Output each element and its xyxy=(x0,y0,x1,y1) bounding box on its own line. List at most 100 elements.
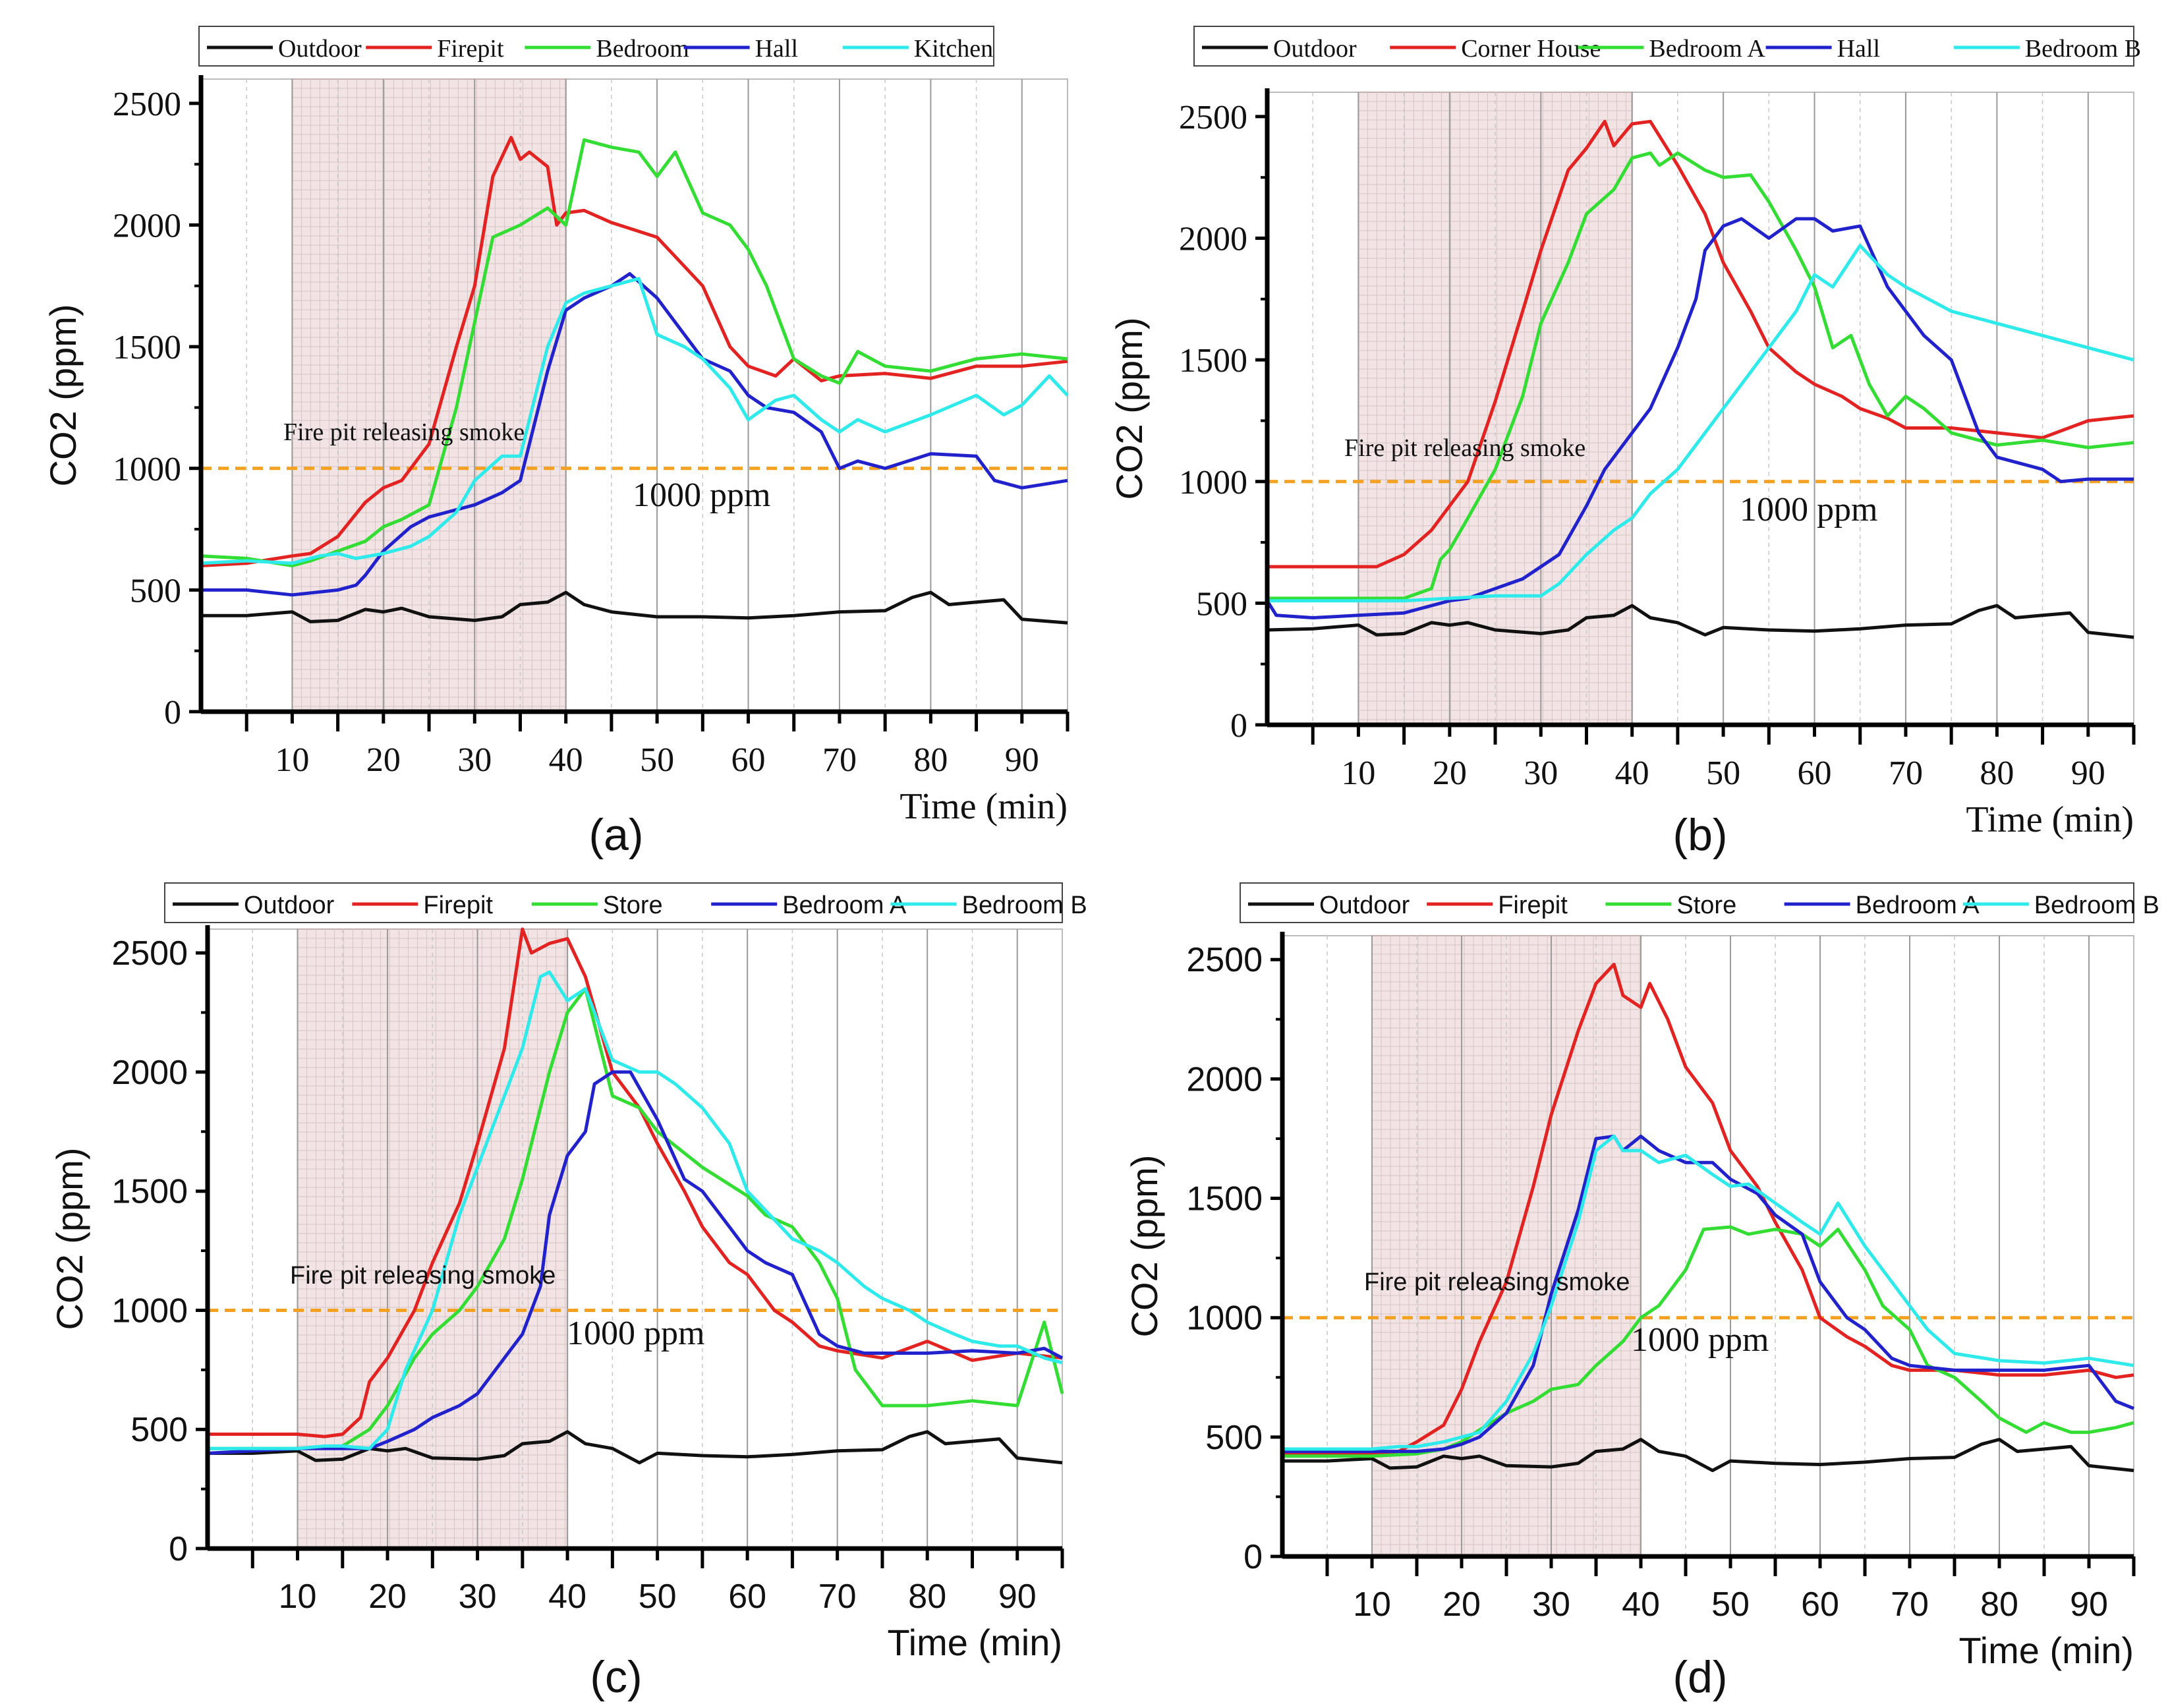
y-tick-label: 2500 xyxy=(111,934,188,973)
panel-d-chart: 0 500 1000 1500 2000 2500 10 20 30 40 50 60 70 80 90 Ti… xyxy=(1124,882,2159,1671)
panel-b-chart: 0 500 1000 1500 2000 2500 10 20 30 40 50 60 70 80 90 Ti… xyxy=(1108,26,2141,840)
x-tick-label: 90 xyxy=(998,1578,1037,1616)
y-tick-label: 2500 xyxy=(1179,99,1247,136)
legend-label-bedroom-b: Bedroom B xyxy=(962,892,1087,919)
y-tick-label: 2000 xyxy=(1186,1060,1263,1098)
legend: Outdoor Corner House Bedroom A Hall Bedroom … xyxy=(1193,26,2141,67)
vertical-grid xyxy=(246,79,1023,712)
x-tick-label: 40 xyxy=(548,1578,586,1616)
legend-label-hall: Hall xyxy=(1837,35,1880,63)
x-axis-title: Time (min) xyxy=(888,1622,1062,1663)
legend-label-bedroom-b: Bedroom B xyxy=(2034,892,2159,919)
x-tick-label: 80 xyxy=(1980,1585,2018,1624)
x-tick-label: 80 xyxy=(1980,754,2014,792)
y-tick-label: 500 xyxy=(1205,1419,1263,1457)
series-line-outdoor xyxy=(1282,1438,2134,1473)
series-line-kitchen xyxy=(200,277,1069,565)
y-tick-label: 2000 xyxy=(111,1054,188,1092)
y-tick-label: 0 xyxy=(169,1530,188,1568)
legend-label-bedroom-a: Bedroom A xyxy=(782,892,907,919)
x-tick-label: 20 xyxy=(366,741,401,779)
y-tick-label: 1500 xyxy=(1179,342,1247,380)
legend-label-store: Store xyxy=(603,892,663,919)
x-tick-label: 60 xyxy=(1801,1585,1839,1624)
y-tick-label: 1500 xyxy=(113,329,181,366)
y-tick-label: 2000 xyxy=(1179,221,1247,258)
y-tick-label: 1500 xyxy=(111,1173,188,1211)
series-line-outdoor xyxy=(208,1430,1063,1465)
y-tick-label: 0 xyxy=(1230,707,1247,745)
panel-c-chart: 0 500 1000 1500 2000 2500 10 20 30 40 50 60 70 80 90 Ti… xyxy=(49,882,1087,1663)
series-line-firepit xyxy=(200,136,1068,567)
y-axis-title: CO2 (ppm) xyxy=(42,304,84,487)
legend-label-firepit: Firepit xyxy=(1498,892,1568,919)
legend-label-kitchen: Kitchen xyxy=(914,35,993,63)
legend: Outdoor Firepit Bedroom Hall Kitchen xyxy=(198,26,994,67)
smoke-annotation: Fire pit releasing smoke xyxy=(290,1262,556,1290)
vertical-grid xyxy=(252,929,1018,1549)
threshold-label: 1000 ppm xyxy=(633,476,770,514)
threshold-label: 1000 ppm xyxy=(1740,491,1877,528)
x-tick-label: 20 xyxy=(1442,1585,1481,1624)
y-tick-label: 2000 xyxy=(113,208,181,245)
x-tick-label: 20 xyxy=(1433,754,1467,792)
y-tick-label: 2500 xyxy=(1186,941,1263,979)
series-line-corner-house xyxy=(1267,119,2134,569)
y-tick-label: 1000 xyxy=(111,1292,188,1330)
x-tick-label: 90 xyxy=(2070,1585,2108,1624)
legend-label-store: Store xyxy=(1676,892,1736,919)
panel-label: (c) xyxy=(590,1652,642,1702)
x-tick-label: 50 xyxy=(639,1578,677,1616)
x-tick-label: 30 xyxy=(459,1578,497,1616)
x-tick-label: 50 xyxy=(1711,1585,1750,1624)
x-tick-label: 40 xyxy=(1615,754,1649,792)
y-axis-title: CO2 (ppm) xyxy=(1108,318,1150,500)
panel-label: (b) xyxy=(1672,810,1727,860)
x-tick-label: 10 xyxy=(1341,754,1375,792)
y-axis-title: CO2 (ppm) xyxy=(1124,1155,1165,1338)
legend-label-bedroom-a: Bedroom A xyxy=(1649,35,1765,63)
x-tick-label: 60 xyxy=(1798,754,1832,792)
vertical-grid xyxy=(1312,92,2089,725)
series-line-outdoor xyxy=(201,590,1068,625)
x-tick-label: 30 xyxy=(457,741,492,779)
x-tick-label: 30 xyxy=(1524,754,1558,792)
x-tick-label: 30 xyxy=(1532,1585,1570,1624)
legend-label-outdoor: Outdoor xyxy=(278,35,362,63)
y-tick-label: 500 xyxy=(130,572,181,610)
y-axis-title: CO2 (ppm) xyxy=(49,1148,90,1330)
series-line-bedroom-a xyxy=(1282,1134,2134,1454)
panel-label: (d) xyxy=(1672,1652,1727,1702)
smoke-annotation: Fire pit releasing smoke xyxy=(1364,1268,1630,1296)
panel-a-chart: 0 500 1000 1500 2000 2500 10 20 30 40 50 60 70 80 90 Ti… xyxy=(42,26,1070,827)
threshold-label: 1000 ppm xyxy=(567,1315,704,1352)
series-line-firepit xyxy=(208,927,1063,1438)
legend: Outdoor Firepit Store Bedroom A Bedroom B xyxy=(164,882,1087,923)
legend-label-bedroom-a: Bedroom A xyxy=(1856,892,1980,919)
x-tick-label: 10 xyxy=(1353,1585,1391,1624)
y-tick-label: 2500 xyxy=(113,86,181,123)
x-axis-title: Time (min) xyxy=(1966,799,2134,840)
x-tick-label: 90 xyxy=(2071,754,2105,792)
y-tick-label: 1000 xyxy=(1186,1299,1263,1338)
series-line-bedroom xyxy=(200,138,1068,567)
series-line-firepit xyxy=(1282,963,2134,1456)
x-tick-label: 70 xyxy=(1891,1585,1929,1624)
y-tick-label: 0 xyxy=(1243,1538,1263,1576)
smoke-annotation: Fire pit releasing smoke xyxy=(1344,434,1585,462)
series-line-bedroom-b xyxy=(1267,244,2134,603)
series-line-store xyxy=(208,986,1064,1450)
y-tick-label: 500 xyxy=(130,1411,188,1449)
x-axis-title: Time (min) xyxy=(899,786,1068,827)
y-tick-label: 1500 xyxy=(1186,1180,1263,1218)
x-tick-label: 70 xyxy=(1889,754,1923,792)
series-line-bedroom-b xyxy=(1282,1134,2134,1451)
legend-label-bedroom-b: Bedroom B xyxy=(2025,35,2141,63)
legend: Outdoor Firepit Store Bedroom A Bedroom B xyxy=(1240,882,2159,923)
series-line-bedroom-a xyxy=(1267,151,2134,600)
threshold-label: 1000 ppm xyxy=(1631,1321,1769,1359)
legend-label-hall: Hall xyxy=(755,35,798,63)
x-tick-label: 90 xyxy=(1005,741,1039,779)
x-tick-label: 50 xyxy=(640,741,674,779)
